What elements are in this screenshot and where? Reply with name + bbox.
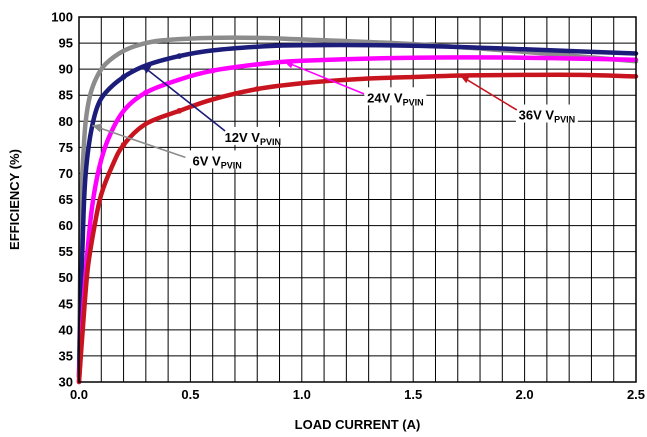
x-tick-label: 0.5 (181, 387, 199, 402)
y-tick-label: 95 (59, 36, 73, 51)
annotation-arrowhead (283, 59, 294, 69)
series-annotations: 12V VPVIN 24V VPVIN 36V VPVIN 6V VPVIN (92, 59, 578, 170)
y-tick-label: 50 (59, 270, 73, 285)
annotation-background (221, 126, 284, 145)
x-tick-label: 1.0 (293, 387, 311, 402)
y-tick-label: 75 (59, 140, 73, 155)
annotation-label: 12V VPVIN (225, 130, 281, 147)
x-tick-label: 1.5 (404, 387, 422, 402)
annotation-arrow (459, 74, 518, 111)
y-tick-label: 65 (59, 192, 73, 207)
y-tick-label: 40 (59, 322, 73, 337)
y-tick-label: 80 (59, 114, 73, 129)
annotation-background (364, 87, 427, 106)
data-point-36v-vpvin (120, 141, 127, 148)
annotation-label: 36V VPVIN (519, 108, 575, 125)
annotation-background (186, 150, 249, 169)
annotation-background (515, 104, 578, 123)
data-point-24v-vpvin (209, 67, 216, 74)
data-point-24v-vpvin (143, 89, 149, 96)
series-lines (76, 35, 639, 385)
y-tick-label: 35 (59, 348, 73, 363)
x-tick-labels: 0.0 0.5 1.0 1.5 2.0 2.5 (70, 387, 645, 402)
x-tick-label: 0.0 (70, 387, 88, 402)
y-tick-label: 30 (59, 375, 73, 390)
x-tick-label: 2.0 (516, 387, 534, 402)
annotation-arrowhead (459, 74, 471, 84)
data-point-12v-vpvin (176, 53, 183, 59)
series-line-36v-vpvin (76, 72, 639, 385)
annotation-arrow (92, 124, 186, 159)
annotation-label: 24V VPVIN (367, 90, 423, 107)
annotation-arrowhead (141, 64, 152, 74)
x-axis-title: LOAD CURRENT (A) (295, 417, 421, 432)
series-line-24v-vpvin (76, 55, 639, 385)
data-point-12v-vpvin (120, 74, 127, 80)
series-line-6v-vpvin (76, 35, 639, 380)
annotation-12v-vpvin: 12V VPVIN (140, 64, 284, 147)
y-tick-label: 55 (59, 244, 73, 259)
annotation-arrow (283, 60, 365, 95)
annotation-arrowhead (92, 123, 103, 133)
data-point-36v-vpvin (176, 108, 183, 114)
y-tick-labels: 30 35 40 45 50 55 60 65 70 75 80 85 90 95 100 (51, 10, 73, 390)
data-point-36v-vpvin (254, 86, 261, 92)
grid-lines (79, 17, 636, 382)
annotation-arrow (140, 64, 226, 132)
y-tick-label: 70 (59, 166, 73, 181)
y-tick-label: 85 (59, 88, 73, 103)
annotation-label: 6V VPVIN (193, 153, 242, 170)
y-axis-title: EFFICIENCY (%) (7, 149, 22, 250)
annotation-36v-vpvin: 36V VPVIN (459, 74, 578, 125)
y-tick-label: 100 (51, 10, 73, 25)
x-tick-label: 2.5 (627, 387, 645, 402)
y-tick-label: 90 (59, 62, 73, 77)
annotation-6v-vpvin: 6V VPVIN (92, 123, 249, 170)
y-tick-label: 45 (59, 296, 73, 311)
plot-frame (78, 16, 637, 383)
annotation-24v-vpvin: 24V VPVIN (283, 59, 427, 107)
y-tick-label: 60 (59, 218, 73, 233)
